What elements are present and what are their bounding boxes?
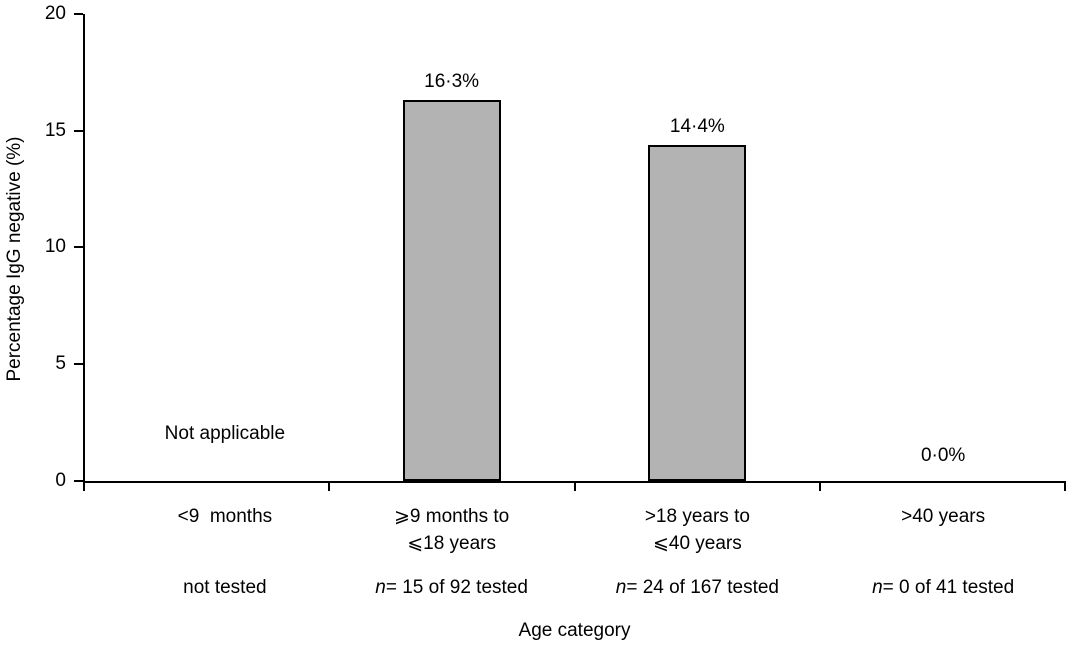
x-tick-label-line2: ⩽18 years [407,533,497,554]
x-tick [819,483,822,491]
x-tick [1064,483,1066,491]
x-tick-label-line1: ⩾9 months to [394,506,510,527]
x-tick [573,483,576,491]
y-tick-label: 20 [44,3,66,24]
x-tick-label: <9 months [102,503,348,530]
x-tick-label-line1: >40 years [901,506,986,527]
sample-size-label: not tested [102,577,348,599]
y-tick-label: 0 [55,470,66,491]
category-slot-under-9-months: Not applicable <9 months not tested [83,0,329,645]
sample-size-label: n= 24 of 167 tested [575,577,821,599]
sample-size-label: n= 15 of 92 tested [329,577,575,599]
sample-size-text: = 15 of 92 tested [385,577,528,598]
bar [402,100,501,481]
y-tick-label: 10 [44,236,66,257]
bar-value-label: 0·0% [920,445,966,466]
category-slot-18-to-40-years: 14·4% >18 years to ⩽40 years n= 24 of 16… [575,0,821,645]
bar-value-label: Not applicable [164,423,286,444]
y-tick-label: 5 [55,353,66,374]
x-tick [83,483,85,491]
y-tick [74,246,83,248]
x-axis-line [83,481,1066,483]
sample-size-text: not tested [183,577,267,598]
x-tick-label-line1: <9 months [177,506,273,527]
y-tick [74,480,83,482]
n-symbol: n [375,577,386,598]
n-symbol: n [872,577,883,598]
y-axis-title: Percentage IgG negative (%) [4,136,25,382]
y-axis-line [83,14,85,483]
x-tick [327,483,330,491]
bar-value-label: 14·4% [669,115,725,137]
bar-value-label: 16·3% [424,71,480,93]
x-axis-title: Age category [518,620,631,641]
category-slot-9-months-to-18-years: 16·3% ⩾9 months to ⩽18 years n= 15 of 92… [329,0,575,645]
x-tick-label: >40 years [820,503,1066,530]
x-tick-label: >18 years to ⩽40 years [575,503,821,557]
y-tick [74,130,83,132]
sample-size-text: = 24 of 167 tested [626,577,779,598]
x-tick-label-line1: >18 years to [644,506,750,527]
x-tick-label: ⩾9 months to ⩽18 years [329,503,575,557]
n-symbol: n [615,577,627,598]
sample-size-text: = 0 of 41 tested [882,577,1015,598]
y-tick-label: 15 [44,120,66,141]
sample-size-label: n= 0 of 41 tested [820,577,1066,599]
category-slot-over-40-years: 0·0% >40 years n= 0 of 41 tested [820,0,1066,645]
x-tick-label-line2: ⩽40 years [652,533,742,554]
bar [648,144,747,481]
y-tick [74,13,83,15]
y-tick [74,363,83,365]
